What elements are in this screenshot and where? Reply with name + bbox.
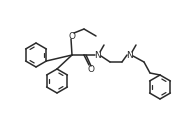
Text: O: O xyxy=(68,31,76,40)
Text: N: N xyxy=(127,50,133,59)
Text: O: O xyxy=(88,64,94,73)
Text: N: N xyxy=(95,50,101,59)
